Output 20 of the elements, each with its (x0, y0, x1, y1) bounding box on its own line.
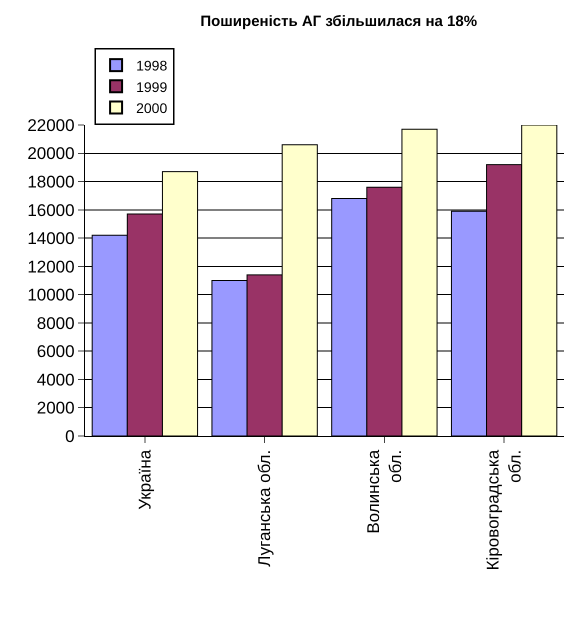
y-tick-label: 12000 (27, 257, 75, 276)
x-tick-label: Луганська обл. (255, 450, 274, 567)
y-tick-label: 8000 (36, 314, 75, 333)
y-tick-label: 16000 (27, 200, 75, 220)
y-tick-label: 6000 (36, 342, 75, 362)
y-tick-label: 0 (65, 426, 75, 446)
y-tick-label: 2000 (36, 398, 75, 418)
y-tick-label: 18000 (27, 172, 75, 192)
y-tick-label: 4000 (36, 370, 75, 390)
y-tick-label: 14000 (27, 229, 75, 248)
y-tick-label: 10000 (27, 286, 75, 305)
legend-label: 2000 (136, 100, 168, 116)
y-tick-label: 20000 (27, 144, 75, 164)
y-tick-label: 22000 (27, 116, 75, 135)
x-tick-label: Кіровоградська обл. (484, 449, 525, 570)
legend-label: 1998 (136, 58, 168, 74)
x-tick-label: Україна (135, 449, 154, 510)
legend-label: 1999 (136, 78, 168, 95)
chart-title: Поширеність АГ збільшилася на 18% (200, 13, 478, 30)
x-tick-label: Волинська обл. (364, 449, 405, 534)
